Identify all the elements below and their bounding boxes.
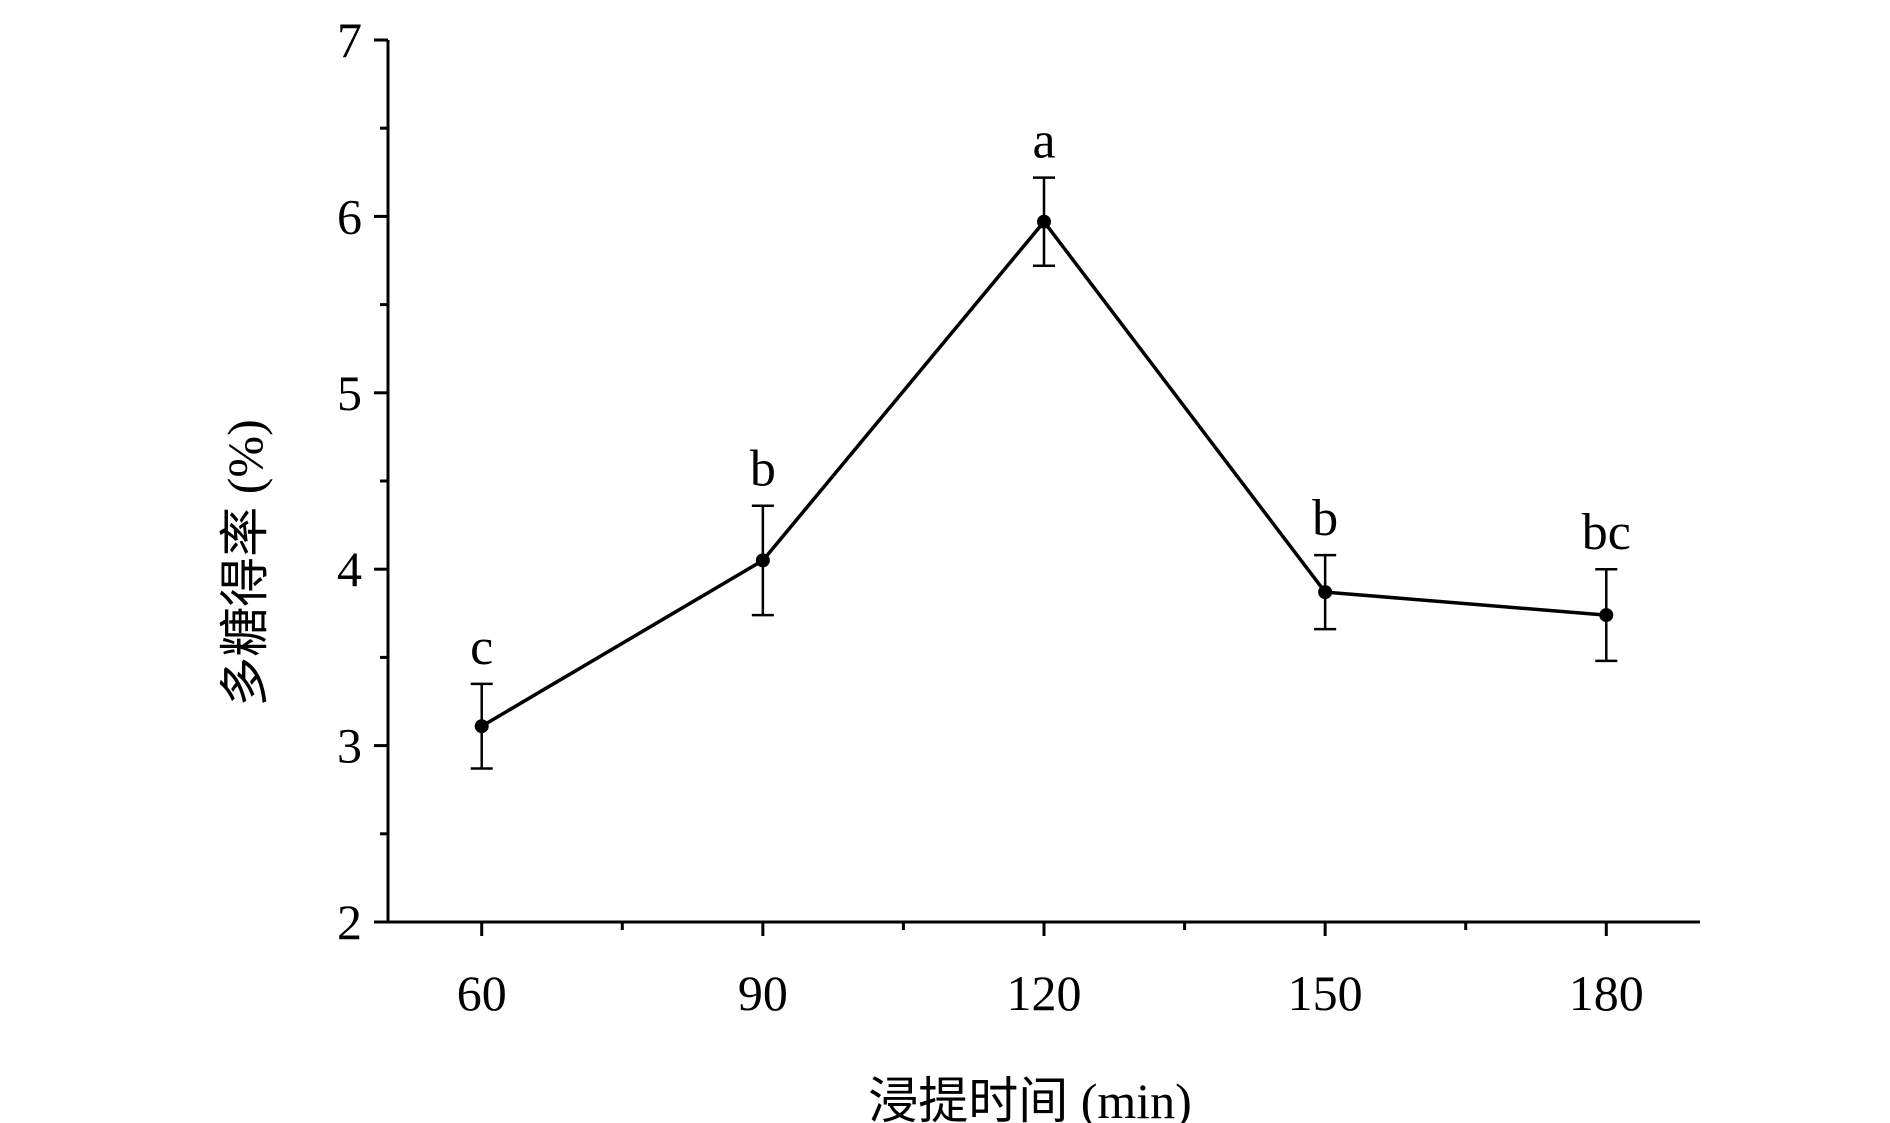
y-tick-label: 5 — [337, 365, 362, 421]
y-tick-label: 2 — [337, 894, 362, 950]
x-tick-label: 180 — [1569, 965, 1644, 1021]
data-point — [755, 553, 770, 568]
significance-label: b — [750, 441, 776, 498]
data-point — [1599, 608, 1614, 623]
y-tick-label: 7 — [337, 12, 362, 68]
x-tick-label: 150 — [1288, 965, 1363, 1021]
significance-label: bc — [1582, 504, 1631, 561]
data-point — [1318, 585, 1333, 600]
data-point — [1037, 214, 1051, 229]
y-axis-title: 多糖得率 (%) — [217, 419, 273, 706]
labels-layer: c b a b bc — [470, 113, 1631, 676]
data-point — [474, 719, 489, 734]
x-tick-label: 120 — [1007, 965, 1082, 1021]
axes-layer — [386, 40, 1700, 924]
x-axis-title: 浸提时间 (min) — [868, 1073, 1192, 1123]
y-tick-label: 6 — [337, 188, 362, 244]
significance-label: b — [1312, 490, 1338, 547]
significance-label: a — [1032, 113, 1055, 170]
significance-label: c — [470, 619, 493, 676]
x-tick-label: 60 — [457, 965, 507, 1021]
y-tick-label: 3 — [337, 718, 362, 774]
series-line — [480, 218, 1607, 728]
ticks-layer: 2 3 4 5 6 7 60 90 120 150 180 — [337, 12, 1644, 1021]
y-tick-label: 4 — [337, 541, 362, 597]
x-tick-label: 90 — [738, 965, 788, 1021]
series-layer — [470, 176, 1618, 770]
